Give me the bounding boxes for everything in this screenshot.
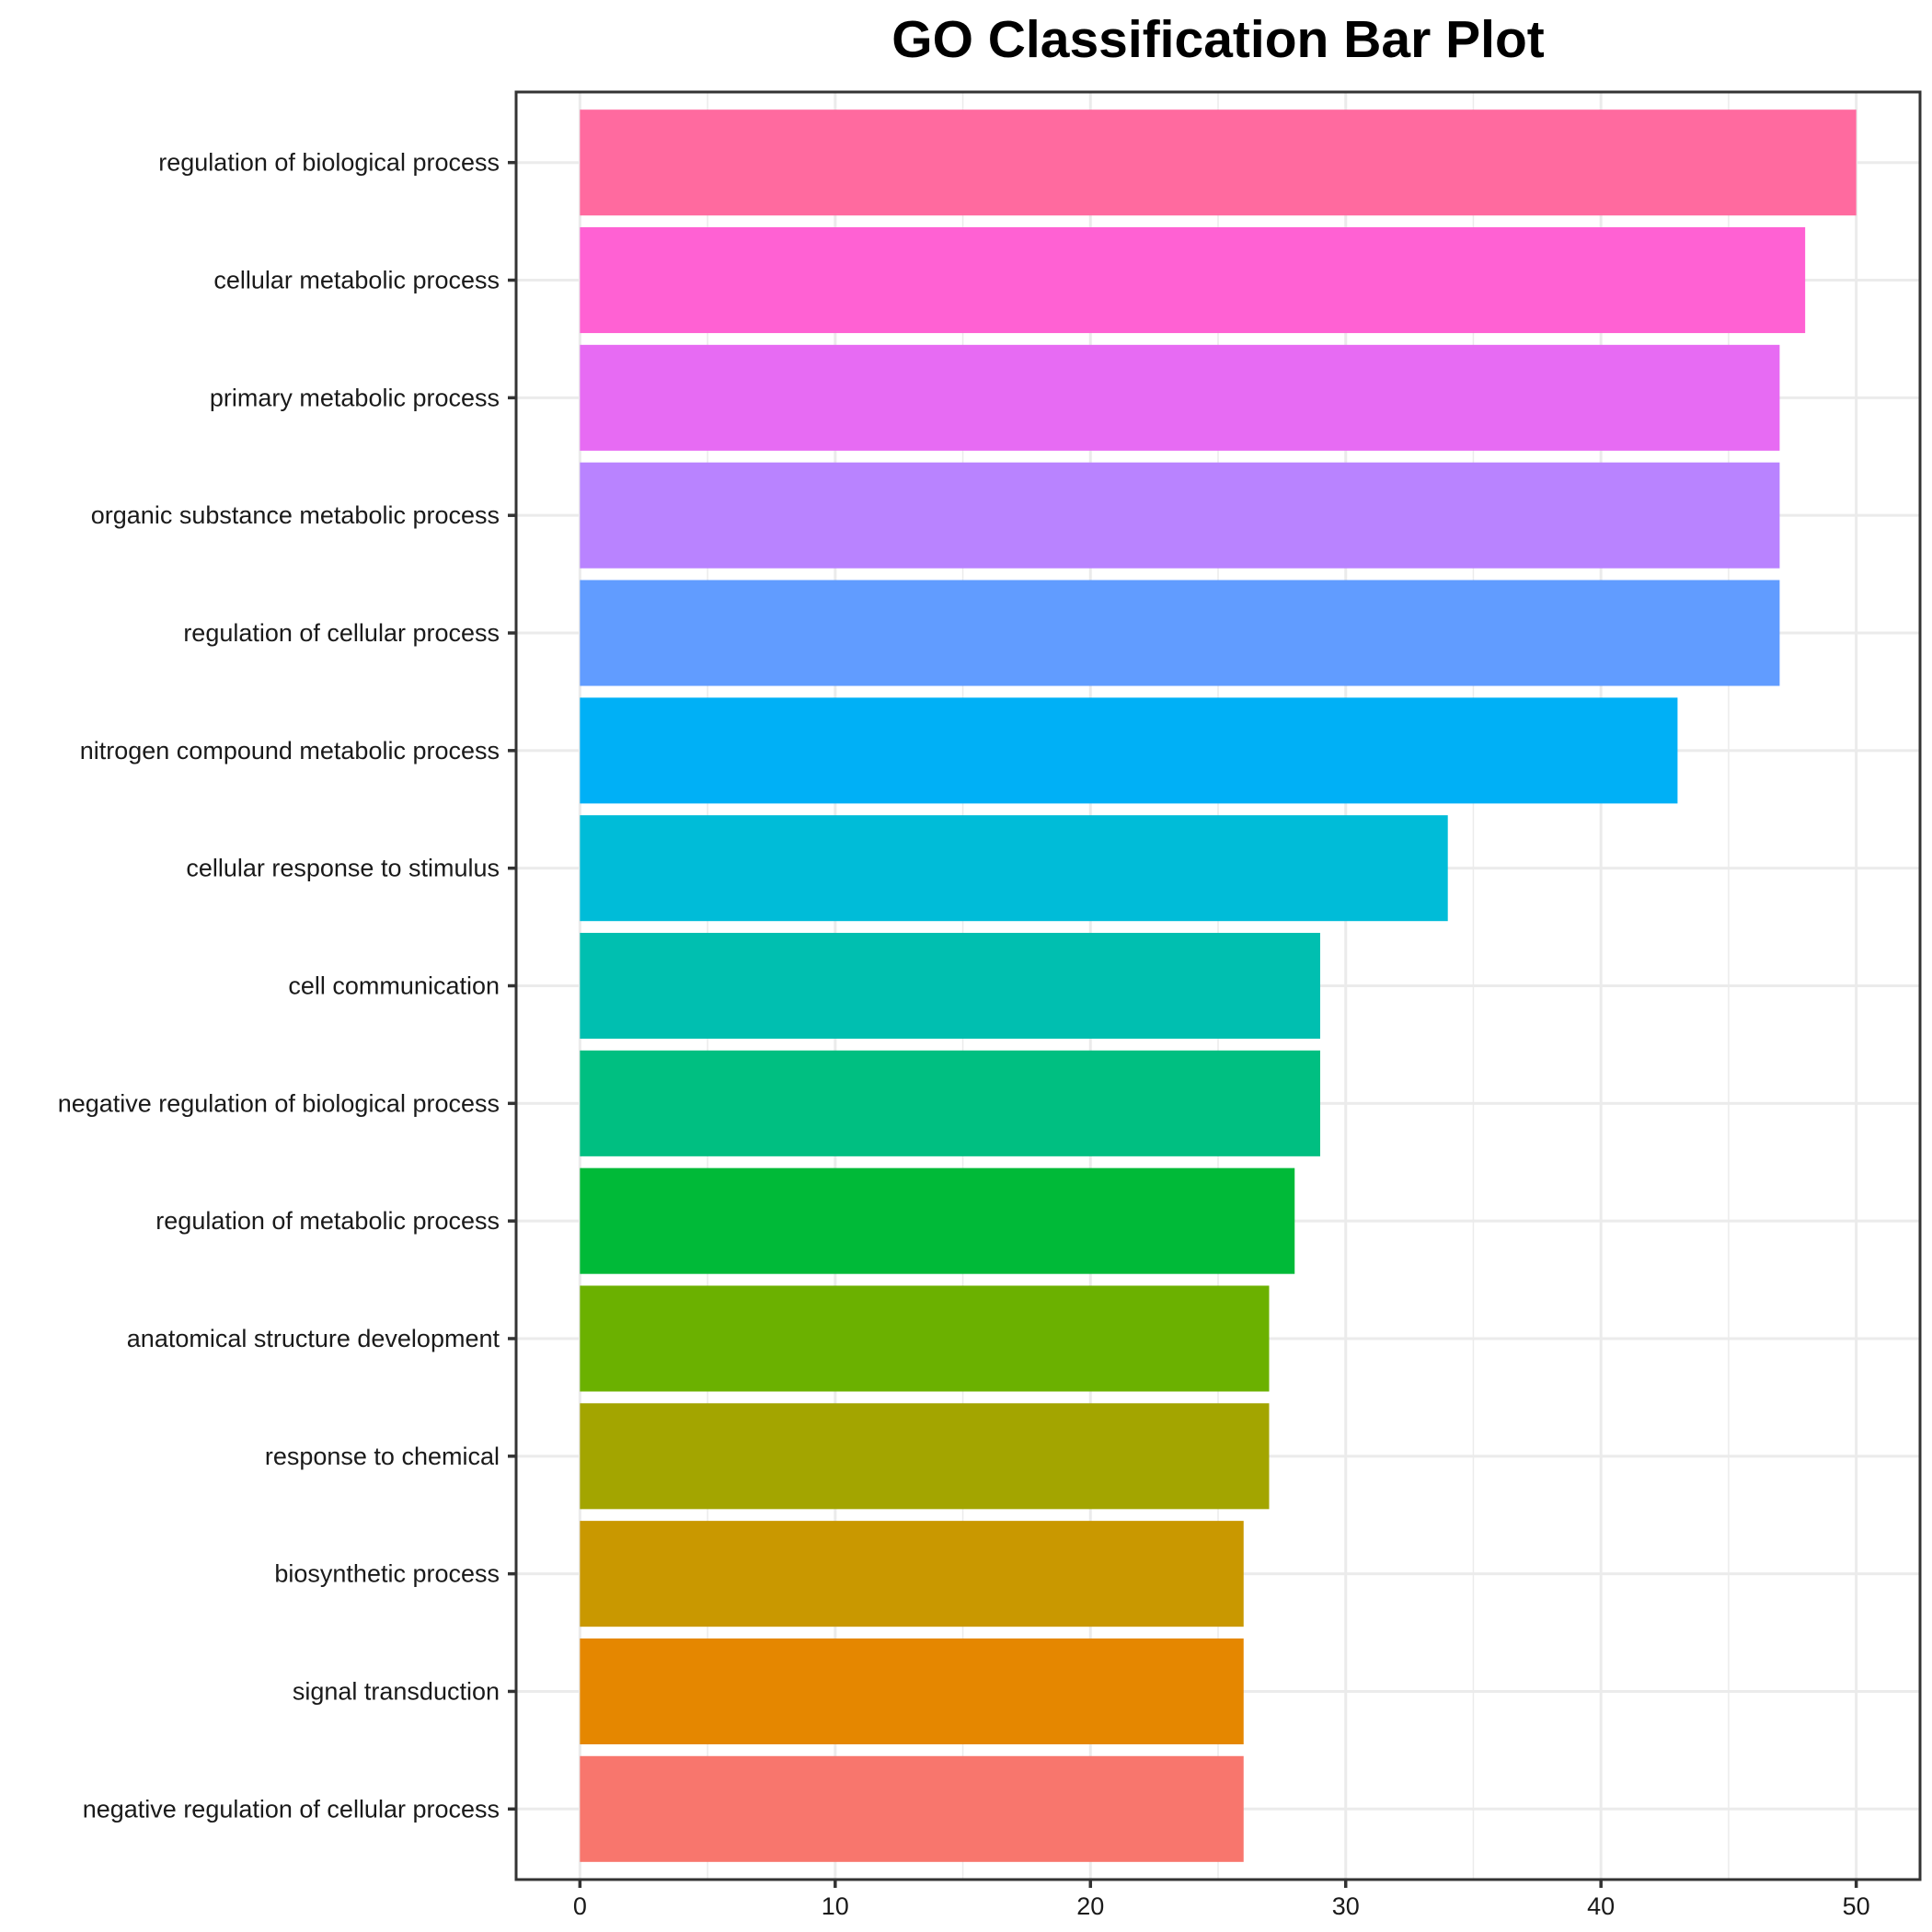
bar [580, 1050, 1320, 1156]
bar [580, 932, 1320, 1040]
y-tick-label: anatomical structure development [127, 1325, 500, 1352]
bar [580, 344, 1780, 451]
y-tick-label: biosynthetic process [274, 1560, 500, 1588]
y-tick-label: cell communication [288, 972, 500, 1000]
x-tick-label: 50 [1843, 1892, 1870, 1920]
x-tick-label: 30 [1332, 1892, 1360, 1920]
bar [580, 1285, 1270, 1392]
y-tick-label: cellular response to stimulus [186, 855, 500, 882]
x-tick-label: 0 [573, 1892, 587, 1920]
bar [580, 815, 1448, 922]
y-tick-label: primary metabolic process [210, 384, 500, 411]
x-tick-label: 40 [1587, 1892, 1615, 1920]
bar [580, 580, 1780, 686]
y-tick-label: signal transduction [293, 1677, 500, 1705]
y-tick-label: cellular metabolic process [213, 267, 500, 294]
x-tick-label: 20 [1076, 1892, 1104, 1920]
y-tick-label: regulation of cellular process [183, 619, 500, 647]
bar [580, 462, 1780, 569]
y-tick-label: negative regulation of cellular process [83, 1795, 500, 1823]
y-tick-label: organic substance metabolic process [91, 501, 500, 529]
bar [580, 1638, 1244, 1744]
y-tick-label: response to chemical [265, 1443, 500, 1470]
y-tick-label: regulation of biological process [158, 149, 500, 177]
bar [580, 1521, 1244, 1627]
y-tick-label: negative regulation of biological proces… [58, 1089, 500, 1117]
bar [580, 1755, 1244, 1862]
bar [580, 109, 1857, 216]
bar [580, 697, 1678, 804]
x-tick-label: 10 [822, 1892, 849, 1920]
x-axis: 0 10 20 30 40 50 [573, 1880, 1870, 1920]
y-tick-label: regulation of metabolic process [155, 1207, 500, 1235]
bar [580, 227, 1806, 334]
bar [580, 1167, 1295, 1274]
chart-title: GO Classification Bar Plot [891, 10, 1545, 69]
bar [580, 1403, 1270, 1510]
bars [580, 109, 1857, 1862]
y-tick-label: nitrogen compound metabolic process [80, 737, 500, 765]
y-axis: regulation of biological process cellular… [58, 149, 516, 1823]
